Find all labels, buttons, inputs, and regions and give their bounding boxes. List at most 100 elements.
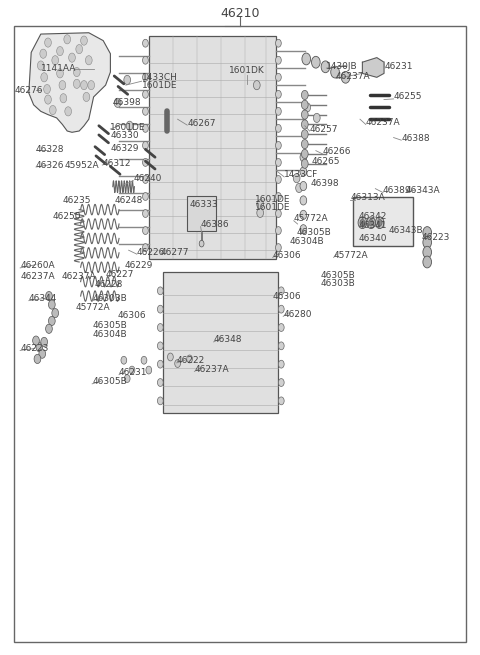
Circle shape: [423, 227, 432, 238]
Circle shape: [57, 69, 63, 78]
Circle shape: [296, 183, 302, 193]
Text: 46260A: 46260A: [20, 261, 55, 271]
Circle shape: [65, 107, 72, 116]
Circle shape: [253, 81, 260, 90]
Circle shape: [423, 256, 432, 268]
Text: 46227: 46227: [106, 270, 134, 279]
Circle shape: [293, 174, 300, 183]
Text: 45772A: 45772A: [294, 214, 328, 223]
Text: 46312: 46312: [102, 159, 131, 168]
Text: 46280: 46280: [283, 310, 312, 319]
Circle shape: [304, 103, 311, 112]
Circle shape: [48, 316, 55, 326]
Circle shape: [81, 36, 87, 45]
Circle shape: [45, 38, 51, 47]
Circle shape: [157, 305, 163, 313]
Circle shape: [73, 79, 80, 88]
Text: 46237A: 46237A: [366, 118, 400, 127]
Circle shape: [146, 366, 152, 374]
Text: 46231: 46231: [119, 368, 147, 377]
Circle shape: [341, 71, 350, 83]
Circle shape: [76, 45, 83, 54]
Circle shape: [276, 56, 281, 64]
Circle shape: [321, 61, 330, 73]
Text: 1433CF: 1433CF: [284, 170, 318, 179]
Circle shape: [81, 81, 87, 90]
Text: 46328: 46328: [36, 145, 64, 155]
Text: 46237A: 46237A: [20, 272, 55, 281]
Circle shape: [124, 75, 131, 84]
Circle shape: [313, 113, 320, 122]
Circle shape: [278, 287, 284, 295]
Text: 46231: 46231: [385, 62, 413, 71]
Text: 46389: 46389: [383, 186, 412, 195]
Text: 46222: 46222: [177, 356, 205, 365]
Text: 46237A: 46237A: [336, 72, 371, 81]
Circle shape: [301, 100, 308, 109]
Circle shape: [143, 141, 148, 149]
Text: 46329: 46329: [110, 144, 139, 153]
Circle shape: [143, 39, 148, 47]
Circle shape: [88, 81, 95, 90]
Circle shape: [124, 375, 130, 383]
Circle shape: [302, 53, 311, 65]
Circle shape: [36, 343, 43, 352]
Circle shape: [143, 107, 148, 115]
Circle shape: [157, 360, 163, 368]
Circle shape: [300, 225, 307, 234]
Text: 1601DE: 1601DE: [110, 122, 146, 132]
Text: 45772A: 45772A: [334, 251, 368, 260]
Circle shape: [64, 35, 71, 44]
Circle shape: [143, 124, 148, 132]
Circle shape: [85, 56, 92, 65]
Circle shape: [300, 196, 307, 205]
Text: 1141AA: 1141AA: [41, 64, 76, 73]
Text: 46348: 46348: [214, 335, 242, 345]
Circle shape: [52, 309, 59, 318]
Circle shape: [276, 39, 281, 47]
Circle shape: [157, 324, 163, 331]
Bar: [187, 196, 216, 231]
Text: 46343A: 46343A: [406, 186, 440, 195]
Circle shape: [301, 90, 308, 100]
Circle shape: [278, 324, 284, 331]
Circle shape: [41, 73, 48, 82]
Text: 1601DE: 1601DE: [255, 195, 291, 204]
Text: 46330: 46330: [110, 131, 139, 140]
Circle shape: [39, 349, 46, 358]
Text: 46342: 46342: [359, 212, 387, 221]
Circle shape: [143, 73, 148, 81]
Text: 46235: 46235: [62, 196, 91, 205]
Text: 46388: 46388: [401, 134, 430, 143]
Circle shape: [301, 130, 308, 139]
Text: 46277: 46277: [161, 248, 189, 257]
Circle shape: [300, 210, 307, 219]
Text: 46340: 46340: [359, 234, 387, 243]
Text: 46398: 46398: [113, 98, 142, 107]
Circle shape: [300, 153, 307, 162]
Text: 46306: 46306: [118, 310, 146, 320]
Circle shape: [278, 342, 284, 350]
Circle shape: [276, 227, 281, 234]
Text: 46223: 46223: [421, 233, 450, 242]
Circle shape: [276, 107, 281, 115]
Circle shape: [157, 379, 163, 386]
Circle shape: [278, 397, 284, 405]
Text: 46267: 46267: [187, 119, 216, 128]
Text: 1601DE: 1601DE: [142, 81, 177, 90]
Circle shape: [187, 355, 192, 363]
Circle shape: [358, 217, 367, 229]
Text: 46333: 46333: [190, 200, 218, 209]
Text: 46386: 46386: [201, 220, 229, 229]
Text: 1601DK: 1601DK: [229, 66, 265, 75]
Text: 46210: 46210: [220, 7, 260, 20]
Circle shape: [157, 287, 163, 295]
Bar: [149, 36, 276, 259]
Circle shape: [301, 120, 308, 129]
Bar: [163, 272, 278, 413]
Circle shape: [301, 110, 308, 119]
Circle shape: [367, 217, 375, 229]
Text: 46305B: 46305B: [321, 271, 355, 280]
Text: 46276: 46276: [14, 86, 43, 95]
Text: 46326: 46326: [36, 160, 64, 170]
